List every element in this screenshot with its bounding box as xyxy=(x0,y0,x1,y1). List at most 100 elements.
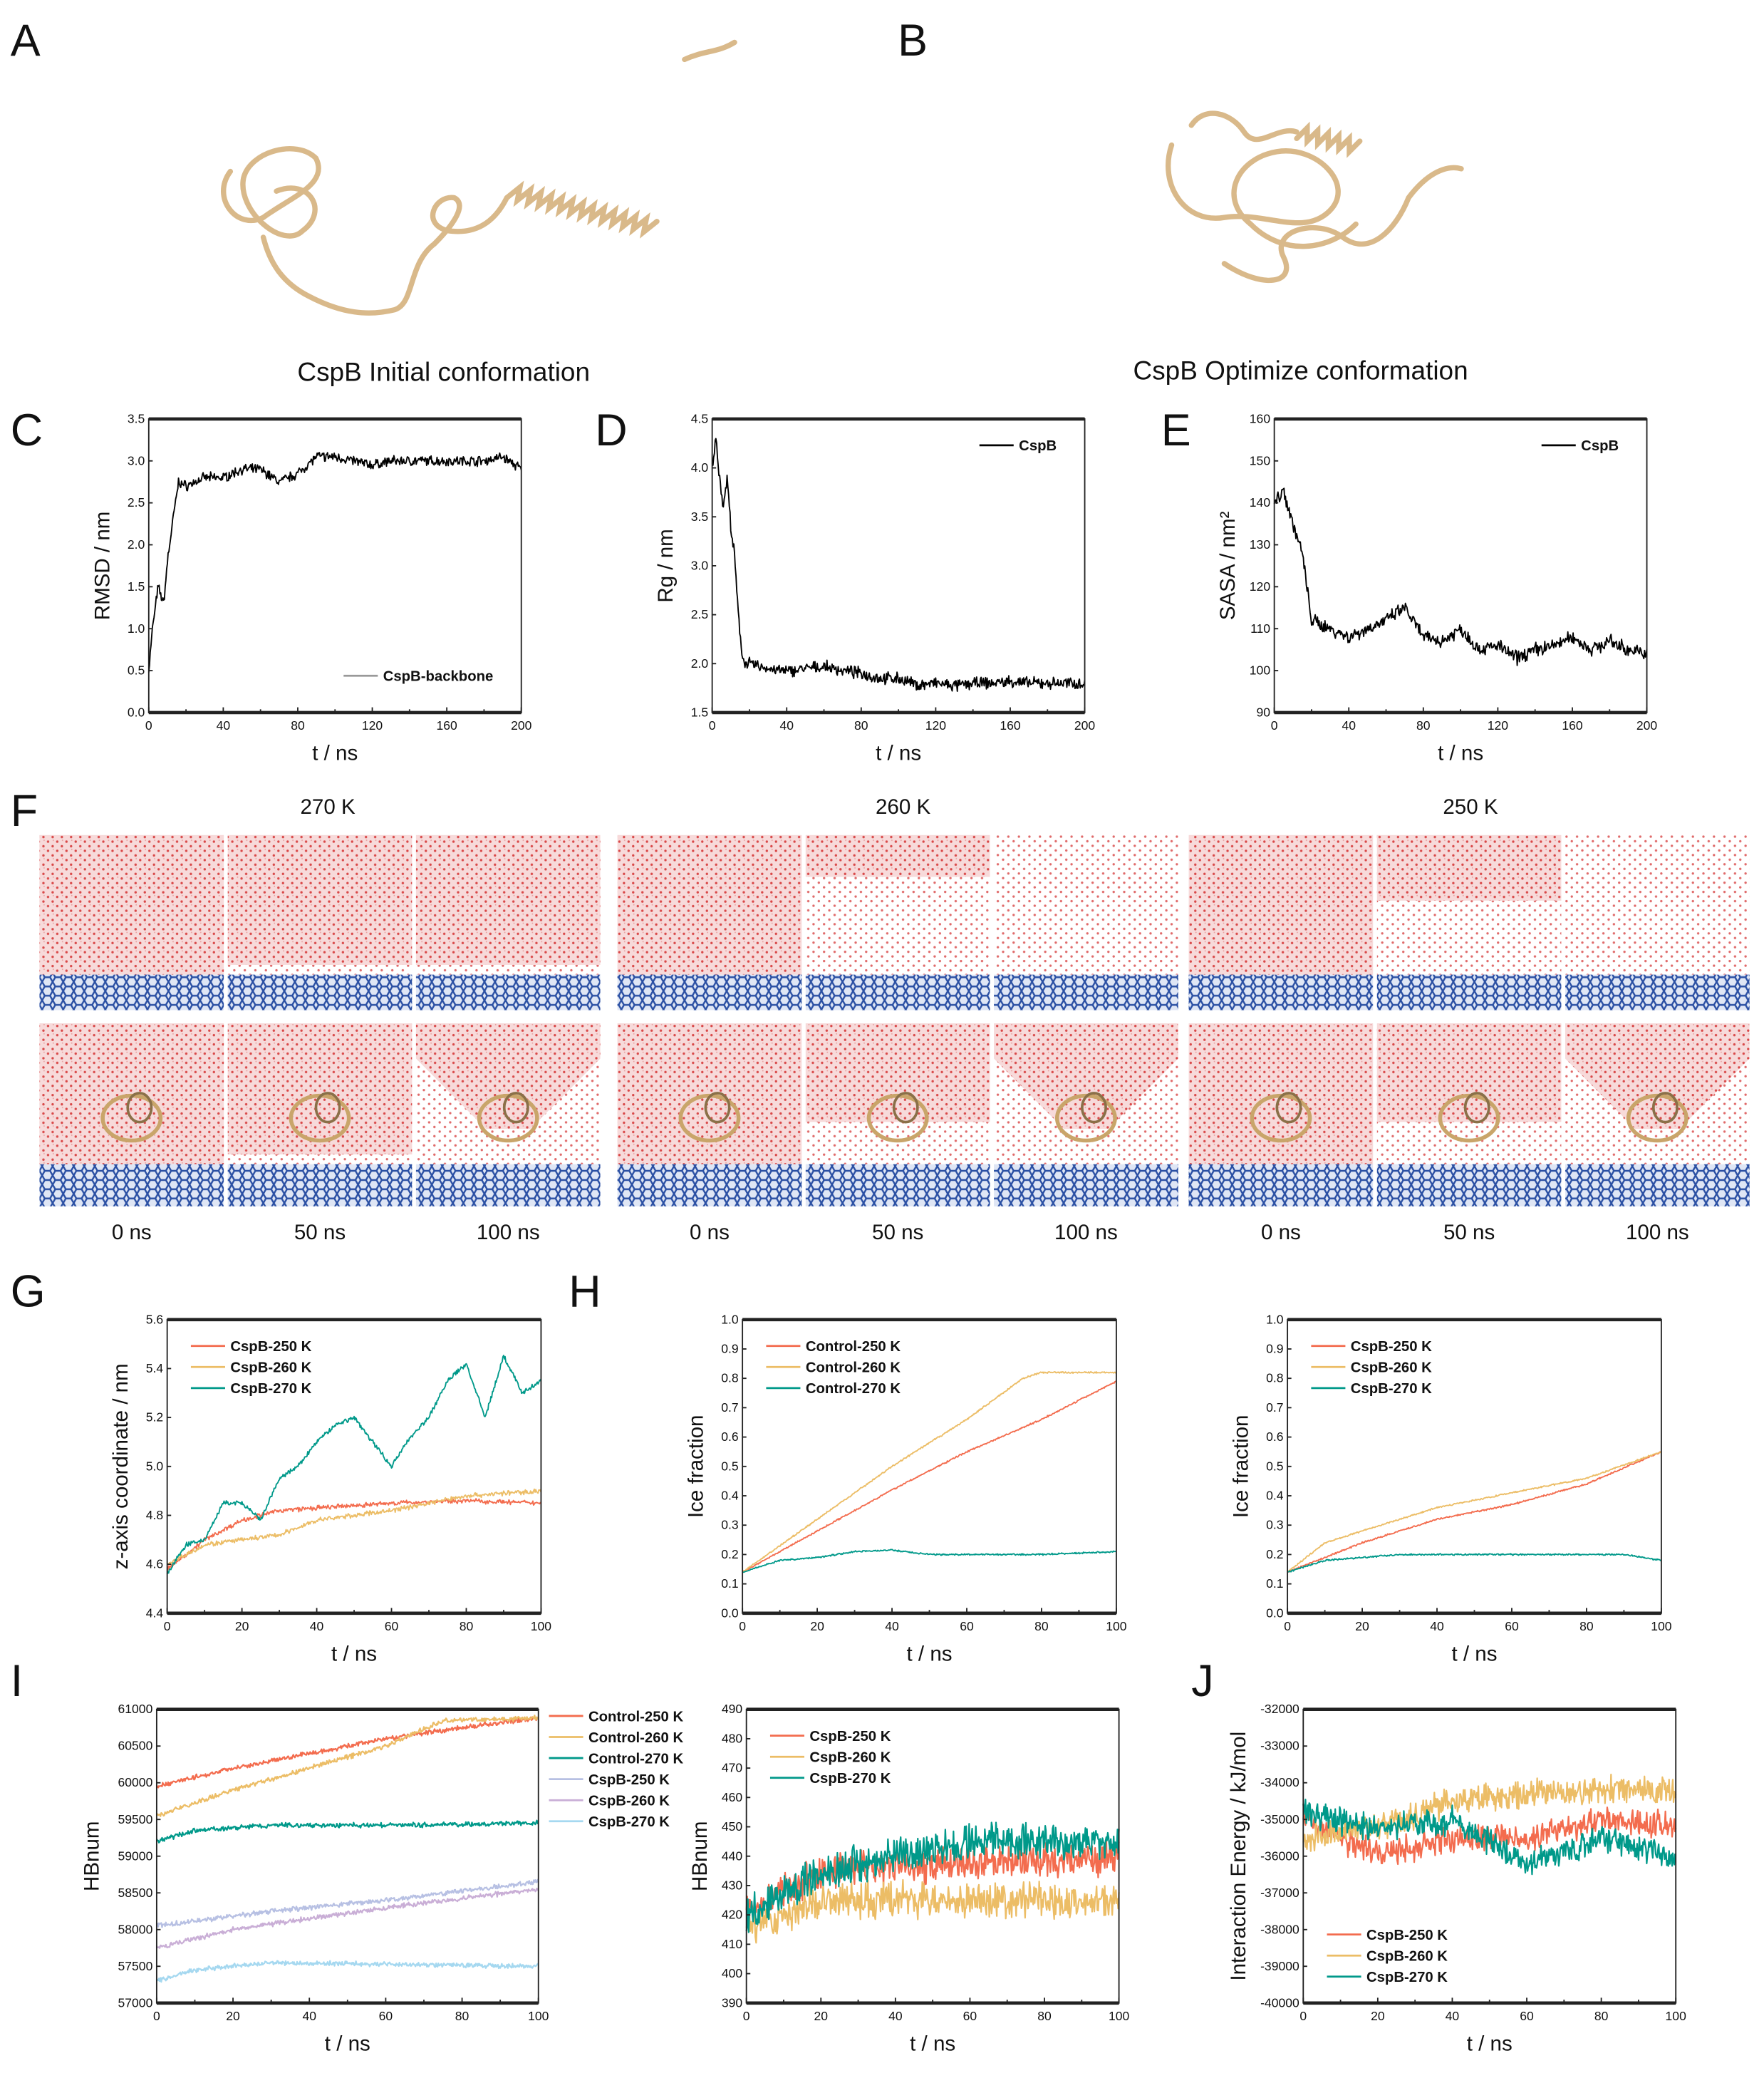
protein-icon xyxy=(314,1092,341,1124)
y-tick-label: 110 xyxy=(1250,621,1270,636)
water-region xyxy=(227,834,413,965)
legend-label: CspB-260 K xyxy=(1351,1360,1432,1376)
y-tick-label: 3.0 xyxy=(128,453,145,467)
graphene-layer xyxy=(227,974,413,1010)
x-tick-label: 20 xyxy=(235,1619,249,1633)
y-axis-label: HBnum xyxy=(81,1821,104,1891)
protein-icon xyxy=(892,1092,919,1124)
time-label: 50 ns xyxy=(872,1221,923,1244)
x-axis-label: t / ns xyxy=(1467,2032,1513,2055)
panel-label-f: F xyxy=(11,786,38,836)
series-line-cspb xyxy=(1273,487,1648,666)
x-tick-label: 120 xyxy=(362,718,383,733)
x-tick-label: 100 xyxy=(1106,1619,1127,1633)
legend-label: CspB-250 K xyxy=(1366,1928,1448,1943)
time-label: 100 ns xyxy=(1054,1221,1118,1244)
x-tick-label: 60 xyxy=(385,1619,399,1633)
y-tick-label: 2.0 xyxy=(691,656,709,671)
legend-label: CspB-260 K xyxy=(809,1750,891,1766)
chart-e: 0 40 80 120 160 200 90 100 110 120 130 140 150 160 t /… xyxy=(1216,411,1657,765)
y-tick-label: 0.4 xyxy=(721,1489,739,1503)
x-axis-label: t / ns xyxy=(910,2032,955,2055)
y-tick-label: 440 xyxy=(722,1849,743,1863)
protein-optimized-structure xyxy=(1166,110,1464,284)
series-line-cspb-250-k xyxy=(155,1878,539,1928)
y-axis-label: z-axis coordinate / nm xyxy=(109,1363,133,1569)
snapshot-time-labels: 0 ns 50 ns 100 ns 0 ns 50 ns 100 ns 0 ns 50 ns 1… xyxy=(112,1221,1689,1244)
x-tick-label: 20 xyxy=(810,1619,824,1633)
x-tick-label: 80 xyxy=(1579,1619,1594,1633)
series-line-cspb-250-k xyxy=(1287,1451,1661,1573)
y-tick-label: 4.4 xyxy=(146,1606,164,1620)
water-region xyxy=(805,1023,990,1122)
chart-j: 0 20 40 60 80 100 -40000 -39000 -38000 -37000 -360… xyxy=(1227,1702,1686,2055)
y-tick-label: 430 xyxy=(722,1878,743,1892)
series-line-cspb-270-k xyxy=(156,1960,539,1983)
graphene-layer xyxy=(39,1164,224,1206)
x-tick-label: 100 xyxy=(531,1619,552,1633)
series-line-cspb-270-k xyxy=(1302,1799,1676,1876)
y-tick-label: 1.5 xyxy=(691,705,709,719)
y-tick-label: 5.4 xyxy=(146,1361,164,1375)
water-region xyxy=(1188,1023,1374,1164)
x-tick-label: 60 xyxy=(1505,1619,1519,1633)
graphene-layer xyxy=(415,974,601,1010)
x-axis-label: t / ns xyxy=(1438,741,1483,765)
y-tick-label: 150 xyxy=(1250,453,1271,467)
legend-label: CspB-250 K xyxy=(1351,1339,1432,1355)
water-region xyxy=(805,834,990,877)
series-line-cspb-260-k xyxy=(155,1887,539,1949)
y-tick-label: 3.0 xyxy=(691,558,709,572)
y-tick-label: 0.6 xyxy=(1266,1430,1283,1444)
legend-label: CspB-270 K xyxy=(809,1771,891,1787)
protein-icon xyxy=(502,1092,529,1124)
x-tick-label: 80 xyxy=(455,2009,469,2023)
y-tick-label: 0.1 xyxy=(721,1576,738,1591)
temperature-label-270: 270 K xyxy=(300,795,356,819)
y-tick-label: 1.0 xyxy=(1266,1312,1284,1326)
legend-label: Control-260 K xyxy=(806,1360,901,1376)
y-tick-label: -36000 xyxy=(1260,1849,1299,1863)
y-tick-label: 410 xyxy=(722,1937,743,1951)
protein-icon xyxy=(1081,1092,1107,1124)
panel-label-d: D xyxy=(595,405,627,455)
y-tick-label: 5.6 xyxy=(146,1312,163,1326)
x-tick-label: 20 xyxy=(814,2009,828,2023)
water-region xyxy=(617,834,802,975)
legend-label: CspB-270 K xyxy=(588,1814,670,1830)
chart-h-cspb: 0 20 40 60 80 100 0.0 0.1 0.2 0.3 0.4 0.5 0.6 0.7 0.8 0… xyxy=(1230,1312,1672,1665)
y-tick-label: 0.1 xyxy=(1266,1576,1283,1591)
y-tick-label: 60500 xyxy=(118,1739,153,1753)
x-tick-label: 80 xyxy=(1416,718,1431,733)
legend-label: Control-270 K xyxy=(806,1381,901,1397)
y-tick-label: 0.4 xyxy=(1266,1489,1284,1503)
plot-frame xyxy=(1302,1708,1677,2004)
ice-growth-snapshots xyxy=(39,834,1750,1206)
legend-label: CspB-250 K xyxy=(230,1339,311,1355)
water-region xyxy=(1565,1023,1750,1129)
series-line-cspb-250-k xyxy=(166,1497,542,1571)
protein-icon xyxy=(704,1092,731,1124)
plot-frame xyxy=(1287,1318,1662,1614)
y-tick-label: 5.0 xyxy=(146,1459,164,1473)
plot-frame xyxy=(155,1708,539,2004)
graphene-layer xyxy=(1376,1164,1562,1206)
y-tick-label: 57500 xyxy=(118,1959,153,1973)
series-line-cspb-270-k xyxy=(745,1821,1120,1933)
water-region xyxy=(415,1023,601,1129)
panel-label-e: E xyxy=(1161,405,1191,455)
y-tick-label: 1.0 xyxy=(128,621,145,636)
temperature-label-260: 260 K xyxy=(876,795,931,819)
graphene-layer xyxy=(1188,1164,1374,1206)
y-tick-label: 460 xyxy=(722,1790,743,1804)
x-tick-label: 60 xyxy=(960,1619,974,1633)
x-tick-label: 120 xyxy=(1488,718,1509,733)
y-axis-label: SASA / nm² xyxy=(1216,511,1240,620)
y-tick-label: 4.5 xyxy=(691,411,709,425)
x-tick-label: 0 xyxy=(743,2009,750,2023)
y-tick-label: 3.5 xyxy=(691,510,709,524)
y-tick-label: 480 xyxy=(722,1731,743,1745)
y-tick-label: 1.0 xyxy=(721,1312,739,1326)
x-tick-label: 40 xyxy=(1446,2009,1460,2023)
x-tick-label: 80 xyxy=(1037,2009,1052,2023)
